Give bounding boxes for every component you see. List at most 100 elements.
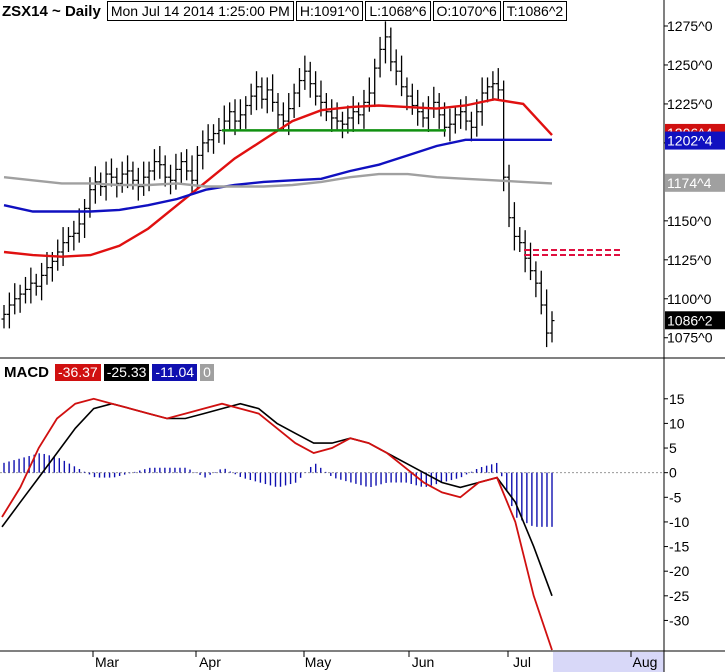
ohlc-bar — [194, 146, 200, 190]
high-box: H:1091^0 — [295, 1, 364, 21]
time-tick-label: May — [305, 654, 331, 670]
symbol-title: ZSX14 ~ Daily — [2, 2, 101, 20]
ohlc-bar — [216, 117, 222, 143]
ohlc-bar — [65, 227, 71, 253]
ohlc-bar — [549, 311, 555, 343]
ohlc-bar — [33, 273, 39, 296]
time-tick-label: Jun — [412, 654, 435, 670]
ohlc-bar — [528, 242, 534, 281]
ohlc-bar — [184, 149, 190, 181]
ohlc-bar — [350, 96, 356, 132]
ohlc-bar — [286, 93, 292, 136]
macd-tick-label: -15 — [669, 539, 689, 555]
price-tick-label: 1125^0 — [667, 252, 712, 268]
low-box: L:1068^6 — [365, 1, 431, 21]
ohlc-bar — [313, 71, 319, 106]
price-tick-label: 1275^0 — [667, 18, 713, 34]
ohlc-bar — [259, 77, 265, 109]
histogram-value-box: -11.04 — [152, 363, 198, 381]
ohlc-bar — [157, 146, 163, 179]
open-box: O:1070^6 — [432, 1, 501, 21]
ohlc-bar — [339, 111, 345, 139]
ohlc-bar — [361, 89, 367, 129]
ohlc-bar — [39, 262, 45, 301]
last-box: T:1086^2 — [502, 1, 568, 21]
ohlc-bar — [178, 152, 184, 184]
ohlc-bar — [323, 93, 329, 122]
chart-header: ZSX14 ~ Daily Mon Jul 14 2014 1:25:00 PM… — [0, 0, 569, 22]
ohlc-bar — [254, 71, 260, 111]
price-tick-label: 1150^0 — [667, 213, 712, 229]
ohlc-bar — [108, 158, 114, 187]
macd-tick-label: 10 — [669, 415, 685, 431]
ohlc-bar — [141, 161, 147, 196]
last-price-label: 1086^2 — [667, 312, 713, 328]
ohlc-bar — [452, 105, 458, 134]
ohlc-bar — [264, 77, 270, 114]
ohlc-bar — [329, 99, 335, 132]
ohlc-bar — [221, 105, 227, 145]
ohlc-bar — [114, 167, 120, 198]
ohlc-bar — [71, 220, 77, 251]
ohlc-bar — [474, 99, 480, 137]
ohlc-bar — [6, 292, 12, 329]
ohlc-bar — [517, 227, 523, 253]
macd-header: MACD -36.37 -25.33 -11.04 0 — [4, 363, 217, 381]
ohlc-bar — [544, 289, 550, 348]
ohlc-bar — [232, 99, 238, 136]
macd-tick-label: -25 — [669, 588, 689, 604]
gray-moving-average — [3, 172, 553, 188]
price-tick-label: 1100^0 — [667, 291, 712, 307]
ohlc-bar — [146, 161, 152, 192]
ohlc-bar — [60, 227, 66, 267]
ohlc-bar — [485, 77, 491, 103]
ohlc-bar — [200, 130, 206, 170]
price-tick-label: 1075^0 — [667, 330, 713, 346]
signal-value-box: -25.33 — [103, 363, 150, 381]
ohlc-bar — [12, 283, 18, 315]
ohlc-bar — [76, 208, 82, 243]
future-period-band — [553, 652, 664, 672]
ohlc-bar — [307, 61, 313, 98]
ohlc-bar — [409, 83, 415, 115]
time-tick-label: Aug — [633, 654, 658, 670]
ohlc-bar — [431, 86, 437, 118]
time-tick-label: Mar — [95, 654, 119, 670]
macd-tick-label: 15 — [669, 391, 685, 407]
ohlc-bar — [382, 21, 388, 64]
ohlc-bar — [490, 71, 496, 101]
macd-tick-label: -5 — [669, 489, 682, 505]
time-tick-label: Jul — [513, 654, 531, 670]
ohlc-bar — [522, 230, 528, 273]
ohlc-bar — [205, 124, 211, 153]
macd-line — [1, 397, 553, 651]
zero-value-box: 0 — [200, 363, 214, 381]
ohlc-bar — [248, 83, 254, 115]
ohlc-bar — [372, 58, 378, 108]
ohlc-bar — [468, 111, 474, 142]
ohlc-bar — [447, 108, 453, 142]
ohlc-bar — [291, 83, 297, 118]
ohlc-bar — [533, 261, 539, 298]
ohlc-bar — [436, 93, 442, 129]
ohlc-bar — [501, 80, 507, 192]
ohlc-bar — [345, 105, 351, 134]
ohlc-bar — [22, 276, 28, 304]
ohlc-bar — [162, 155, 168, 187]
time-tick-label: Apr — [199, 654, 221, 670]
macd-value-box: -36.37 — [55, 363, 101, 381]
ohlc-bar — [1, 305, 7, 329]
ohlc-bar — [237, 99, 243, 131]
ohlc-bar — [227, 102, 233, 131]
last-price-label-bg — [665, 311, 725, 330]
ohlc-bar — [399, 55, 405, 97]
macd-tick-label: 5 — [669, 440, 677, 456]
ohlc-bar — [393, 49, 399, 86]
ohlc-bar — [189, 155, 195, 195]
ohlc-bar — [506, 164, 512, 228]
ohlc-bar — [404, 77, 410, 111]
gray-ma-price-label-bg — [665, 173, 725, 192]
ohlc-bar — [270, 74, 276, 112]
ohlc-bar — [495, 68, 501, 100]
ohlc-bar — [425, 96, 431, 132]
